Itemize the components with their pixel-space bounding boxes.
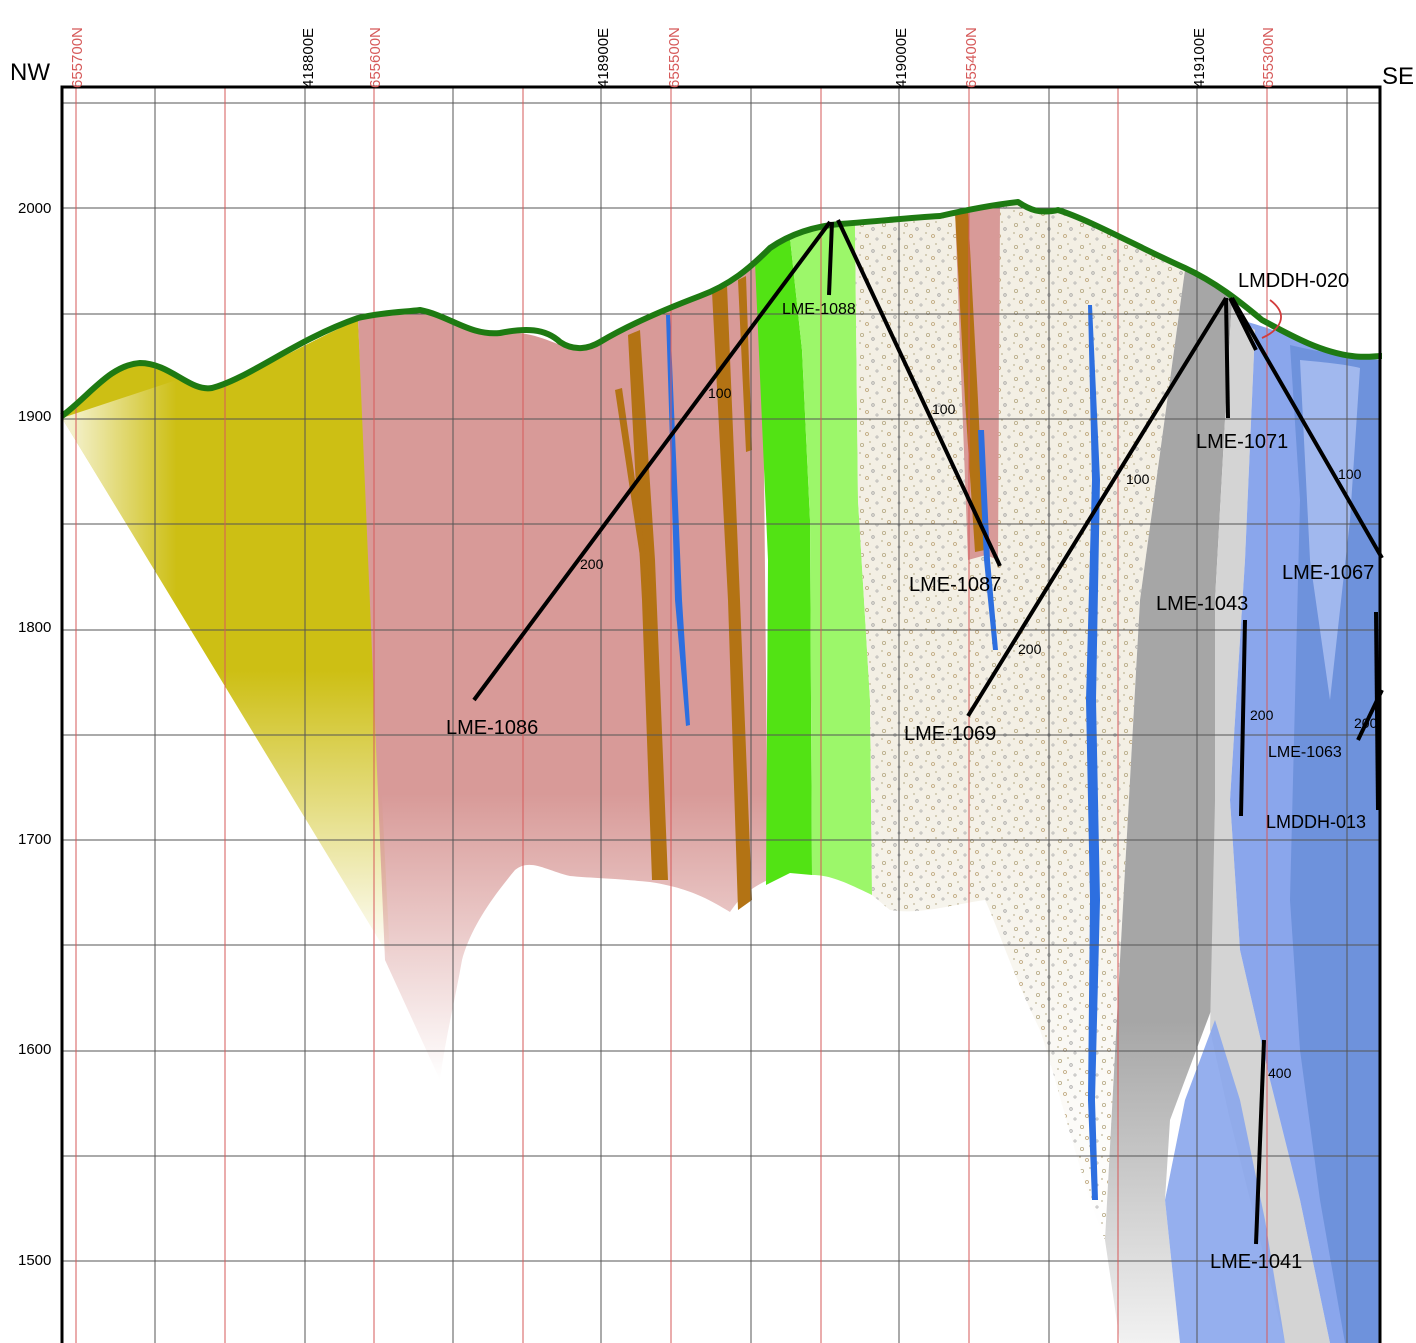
drillhole-trace-lme-1043 — [1239, 619, 1247, 817]
drillholes — [472, 219, 1384, 1245]
drillhole-trace-lme-1071 — [1224, 297, 1230, 419]
topography-line — [60, 199, 1383, 419]
drillhole-depth-tick: 200 — [580, 556, 604, 572]
lmddh-020-leader — [1261, 299, 1282, 339]
drillhole-depth-tick: 200 — [1018, 641, 1042, 657]
drillhole-trace-lme-1069 — [966, 296, 1228, 718]
drillhole-label-lme-1067: LME-1067 — [1282, 562, 1374, 584]
unit-grey — [1105, 270, 1232, 1343]
labels: NW SE 2000 1900 1800 1700 1600 1500 6557… — [10, 27, 1414, 1273]
easting-label: 419100E — [1191, 28, 1208, 88]
unit-light-green — [790, 224, 872, 895]
grid — [62, 87, 1380, 1343]
drillhole-depth-tick: 200 — [1354, 715, 1378, 731]
northing-label: 655700N — [69, 27, 86, 88]
northing-label: 655500N — [666, 27, 683, 88]
drillhole-label-lme-1071: LME-1071 — [1196, 431, 1288, 453]
drillhole-label-lme-1043: LME-1043 — [1156, 593, 1248, 615]
drillhole-depth-tick: 400 — [1268, 1065, 1292, 1081]
drillhole-depth-tick: 100 — [1338, 466, 1362, 482]
drillhole-label-lme-1069: LME-1069 — [904, 723, 996, 745]
drillhole-trace-lme-1041 — [1254, 1039, 1266, 1245]
elevation-label: 1700 — [18, 831, 51, 848]
unit-bright-green — [755, 238, 812, 885]
drillhole-label-lme-1063: LME-1063 — [1268, 744, 1342, 761]
drillhole-depth-tick: 100 — [932, 401, 956, 417]
vein-blue-3 — [1086, 305, 1100, 1200]
vein-blue-1 — [666, 315, 690, 726]
dike-brown-4 — [955, 210, 985, 552]
drillhole-label-lme-1041: LME-1041 — [1210, 1251, 1302, 1273]
drillhole-trace-lme-1067 — [1230, 297, 1384, 559]
drillhole-depth-tick: 100 — [1126, 471, 1150, 487]
dike-brown-2 — [712, 285, 752, 910]
northing-label: 655300N — [1260, 27, 1277, 88]
drillhole-label-lmddh-020: LMDDH-020 — [1238, 270, 1349, 292]
drillhole-trace-lme-1086 — [472, 220, 832, 702]
northing-label: 655400N — [963, 27, 980, 88]
easting-label: 419000E — [893, 28, 910, 88]
dike-brown-3 — [738, 276, 752, 452]
unit-yellow-fade — [62, 320, 390, 958]
elevation-label: 2000 — [18, 200, 51, 217]
drillhole-depth-tick: 200 — [1250, 707, 1274, 723]
drillhole-trace-lme-1087 — [836, 219, 1002, 567]
unit-light-grey — [1210, 300, 1330, 1343]
drillhole-trace-lme-1088 — [827, 221, 834, 296]
orientation-right: SE — [1382, 63, 1414, 90]
dike-brown-1b — [615, 388, 652, 610]
drillhole-depth-tick: 100 — [708, 385, 732, 401]
drillhole-label-lme-1088: LME-1088 — [782, 301, 856, 318]
easting-label: 418900E — [595, 28, 612, 88]
elevation-label: 1900 — [18, 408, 51, 425]
unit-breccia-texture — [855, 202, 1185, 1240]
drillhole-trace-lmddh-020 — [1228, 297, 1258, 351]
easting-label: 418800E — [300, 28, 317, 88]
drillhole-trace-lmddh-013 — [1374, 611, 1380, 811]
unit-blue-lower — [1165, 1020, 1285, 1343]
drillhole-label-lme-1087: LME-1087 — [909, 574, 1001, 596]
elevation-label: 1500 — [18, 1252, 51, 1269]
northing-label: 655600N — [367, 27, 384, 88]
orientation-left: NW — [10, 59, 50, 86]
elevation-label: 1600 — [18, 1041, 51, 1058]
drillhole-label-lmddh-013: LMDDH-013 — [1266, 812, 1366, 832]
unit-dark-blue — [1290, 345, 1380, 1343]
drillhole-label-lme-1086: LME-1086 — [446, 717, 538, 739]
section-frame — [60, 85, 1382, 1343]
elevation-label: 1800 — [18, 619, 51, 636]
